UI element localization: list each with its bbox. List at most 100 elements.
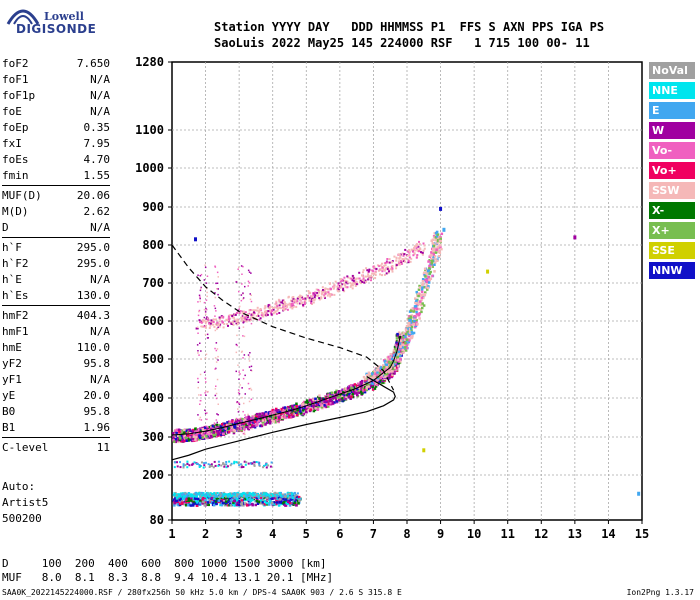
data-point	[194, 429, 198, 432]
data-point	[370, 383, 374, 387]
data-point	[379, 379, 383, 382]
data-point	[279, 495, 282, 498]
x-tick-label: 15	[635, 527, 649, 541]
data-point	[361, 274, 363, 277]
data-point	[193, 495, 196, 498]
data-point	[344, 284, 347, 287]
data-point	[353, 383, 357, 386]
data-point	[405, 346, 409, 350]
data-point	[317, 403, 320, 406]
x-tick-label: 13	[568, 527, 582, 541]
data-point	[291, 492, 294, 495]
data-point	[413, 315, 416, 318]
data-point	[360, 282, 363, 285]
data-point	[211, 426, 214, 430]
data-point	[197, 493, 200, 496]
data-point	[187, 497, 191, 500]
data-point	[414, 249, 417, 252]
data-point	[296, 302, 299, 305]
data-point	[408, 318, 411, 322]
data-point	[261, 315, 264, 318]
data-point	[310, 407, 314, 410]
data-point	[196, 493, 199, 496]
data-point	[400, 262, 403, 265]
data-point	[257, 495, 260, 498]
data-point	[323, 295, 326, 298]
data-point	[214, 368, 216, 370]
data-point	[233, 426, 237, 429]
data-point	[281, 304, 284, 306]
data-point	[278, 491, 281, 494]
param-row: foEs 4.70	[2, 152, 110, 168]
data-point	[337, 390, 341, 393]
data-point	[401, 252, 404, 255]
data-point	[269, 310, 271, 313]
data-point	[202, 495, 205, 498]
param-row: hmF1 N/A	[2, 324, 110, 340]
data-point	[336, 289, 339, 292]
data-point	[278, 498, 282, 501]
data-point	[338, 286, 341, 289]
data-point	[237, 268, 239, 270]
data-point	[199, 436, 202, 439]
data-point	[319, 402, 322, 405]
data-point	[238, 266, 240, 269]
data-point	[394, 368, 397, 372]
data-point	[196, 432, 199, 435]
data-point	[325, 398, 328, 401]
data-point	[200, 394, 202, 396]
data-point	[420, 289, 424, 292]
data-point	[208, 327, 211, 329]
data-point	[273, 497, 276, 500]
data-point	[317, 401, 320, 404]
data-point	[395, 256, 398, 259]
data-point	[237, 424, 239, 426]
data-point	[422, 296, 425, 300]
data-point	[219, 503, 222, 507]
data-point	[198, 464, 201, 466]
data-point	[203, 435, 207, 438]
param-label: foEp	[2, 121, 29, 134]
x-tick-label: 10	[467, 527, 481, 541]
data-point	[204, 409, 206, 411]
data-point	[432, 243, 436, 246]
data-point	[372, 265, 375, 268]
data-point	[327, 393, 330, 396]
data-point	[183, 502, 186, 506]
data-point	[383, 360, 387, 363]
data-point	[263, 307, 266, 310]
data-point	[201, 427, 205, 431]
data-point	[282, 493, 285, 496]
data-point	[231, 316, 234, 319]
data-point	[391, 355, 394, 358]
data-point	[204, 313, 207, 315]
data-point	[242, 317, 245, 320]
data-point	[399, 360, 402, 363]
data-point	[348, 392, 351, 396]
data-point	[416, 244, 419, 247]
data-point	[407, 317, 411, 320]
data-point	[431, 247, 435, 250]
data-point	[365, 388, 368, 392]
data-point	[395, 259, 398, 262]
data-point	[180, 436, 184, 439]
data-point	[404, 335, 407, 338]
legend-item-x-: X-	[649, 202, 695, 219]
data-point	[357, 389, 360, 393]
data-point	[250, 314, 253, 317]
data-point	[247, 462, 250, 465]
data-point	[272, 420, 275, 423]
data-point	[397, 359, 400, 363]
data-point	[435, 248, 438, 251]
data-point	[219, 425, 223, 428]
data-point	[317, 405, 320, 408]
data-point	[412, 310, 415, 313]
data-point	[279, 494, 282, 497]
data-point	[308, 409, 312, 413]
data-point	[431, 274, 434, 278]
data-point	[206, 496, 209, 500]
data-point	[279, 307, 282, 310]
data-point	[236, 324, 238, 326]
param-row: foF1p N/A	[2, 88, 110, 104]
data-point	[256, 306, 259, 309]
